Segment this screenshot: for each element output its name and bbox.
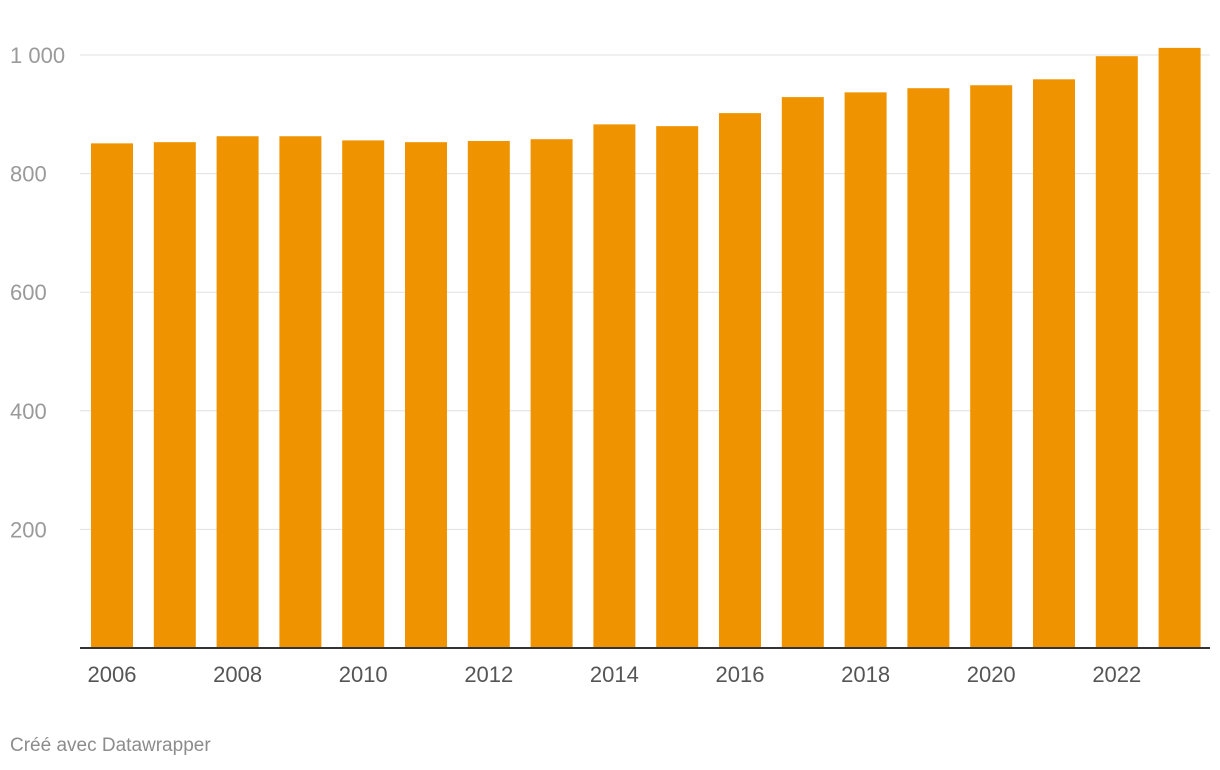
y-tick-label: 1 000: [10, 43, 65, 68]
bars: [91, 47, 1201, 649]
bar-2014: [593, 124, 636, 649]
credit-text: Créé avec Datawrapper: [10, 735, 211, 756]
bar-2013: [530, 139, 573, 648]
bar-2023: [1158, 47, 1201, 649]
y-axis-ticks: 200 400 600 800 1 000: [10, 43, 65, 542]
y-tick-label: 600: [10, 280, 47, 305]
bar-2007: [153, 142, 196, 648]
x-tick-label: 2006: [88, 662, 137, 687]
bar-2011: [405, 142, 447, 648]
x-tick-label: 2016: [716, 662, 765, 687]
x-tick-label: 2010: [339, 662, 388, 687]
bar-2017: [781, 97, 824, 648]
y-tick-label: 400: [10, 399, 47, 424]
bar-2019: [907, 88, 950, 648]
x-axis-ticks: 2006 2008 2010 2012 2014 2016 2018 2020 2022: [88, 662, 1142, 687]
bar-2015: [656, 126, 699, 648]
bar-2006: [91, 143, 133, 648]
x-tick-label: 2022: [1092, 662, 1141, 687]
x-tick-label: 2020: [967, 662, 1016, 687]
x-tick-label: 2012: [464, 662, 513, 687]
bar-2018: [844, 92, 887, 648]
y-tick-label: 200: [10, 517, 47, 542]
y-tick-label: 800: [10, 162, 47, 187]
bar-2008: [216, 136, 259, 648]
bar-2009: [279, 136, 322, 648]
bar-2010: [342, 140, 385, 648]
gridlines: [80, 54, 1210, 530]
bar-2022: [1095, 56, 1138, 649]
bar-2016: [719, 113, 761, 648]
x-tick-label: 2014: [590, 662, 639, 687]
x-tick-label: 2018: [841, 662, 890, 687]
bar-2020: [970, 85, 1013, 649]
bar-2012: [467, 140, 510, 649]
bar-2021: [1033, 79, 1075, 649]
x-tick-label: 2008: [213, 662, 262, 687]
